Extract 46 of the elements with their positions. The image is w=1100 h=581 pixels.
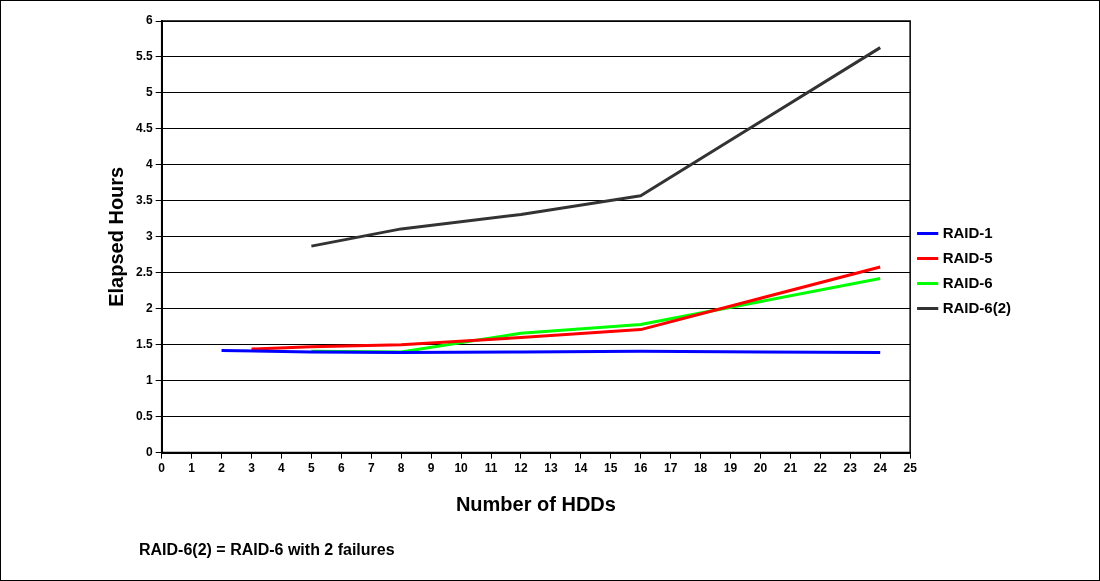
x-tick-label: 25 — [903, 461, 918, 476]
x-tick-label: 24 — [873, 461, 888, 476]
x-tick-label: 15 — [604, 461, 618, 476]
y-tick-label: 4 — [145, 157, 153, 172]
x-tick-label: 16 — [634, 461, 648, 476]
x-tick-label: 7 — [367, 461, 375, 476]
y-tick-label: 0 — [145, 444, 153, 459]
legend-label: RAID-6(2) — [942, 298, 1012, 316]
x-tick-label: 18 — [693, 461, 708, 476]
text: RAID-6(2) = RAID-6 with 2 failures — [139, 541, 395, 559]
y-axis-title: Elapsed Hours — [104, 166, 127, 307]
x-tick-label: 14 — [574, 461, 588, 476]
x-tick-label: 20 — [753, 461, 768, 476]
x-tick-label: 8 — [397, 461, 405, 476]
x-tick-label: 19 — [723, 461, 738, 476]
x-tick-label: 21 — [783, 461, 798, 476]
y-tick-label: 0.5 — [135, 408, 153, 423]
x-tick-label: 3 — [248, 461, 256, 476]
legend-label: RAID-5 — [942, 248, 993, 266]
y-tick-label: 5 — [145, 85, 153, 100]
x-tick-label: 12 — [514, 461, 528, 476]
x-tick-label: 6 — [337, 461, 345, 476]
y-tick-label: 2.5 — [135, 265, 153, 280]
x-tick-label: 1 — [188, 461, 196, 476]
y-tick-label: 2 — [145, 301, 153, 316]
y-tick-label: 6 — [145, 13, 153, 28]
x-tick-label: 22 — [813, 461, 828, 476]
x-tick-label: 10 — [454, 461, 469, 476]
x-tick-label: 9 — [427, 461, 435, 476]
x-tick-label: 11 — [484, 461, 498, 476]
legend-label: RAID-6 — [942, 273, 993, 291]
x-tick-label: 2 — [218, 461, 226, 476]
x-axis-title: Number of HDDs — [455, 492, 616, 515]
x-tick-label: 4 — [278, 461, 286, 476]
x-tick-label: 13 — [544, 461, 558, 476]
x-tick-label: 23 — [843, 461, 858, 476]
x-tick-label: 0 — [158, 461, 166, 476]
legend-label: RAID-1 — [942, 223, 993, 241]
y-tick-label: 4.5 — [135, 121, 153, 136]
y-tick-label: 5.5 — [135, 49, 153, 64]
y-tick-label: 1.5 — [135, 337, 153, 352]
y-tick-label: 3 — [145, 229, 153, 244]
x-tick-label: 5 — [308, 461, 316, 476]
y-tick-label: 1 — [145, 372, 153, 387]
x-tick-label: 17 — [663, 461, 678, 476]
y-tick-label: 3.5 — [135, 193, 153, 208]
